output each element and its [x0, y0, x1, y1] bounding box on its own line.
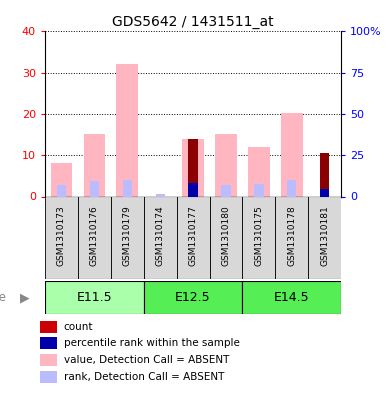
Text: E11.5: E11.5: [76, 291, 112, 304]
Bar: [243, 196, 275, 279]
Text: age: age: [0, 291, 6, 304]
Bar: [156, 194, 165, 196]
Bar: [40, 337, 57, 349]
Bar: [275, 196, 308, 279]
Text: rank, Detection Call = ABSENT: rank, Detection Call = ABSENT: [64, 372, 224, 382]
Text: GSM1310173: GSM1310173: [57, 206, 66, 266]
Text: ▶: ▶: [20, 291, 29, 304]
Bar: [90, 181, 99, 196]
Text: GSM1310181: GSM1310181: [320, 206, 329, 266]
Bar: [144, 281, 243, 314]
Text: GSM1310175: GSM1310175: [254, 206, 263, 266]
Bar: [222, 185, 230, 196]
Bar: [243, 281, 341, 314]
Bar: [83, 134, 105, 196]
Text: value, Detection Call = ABSENT: value, Detection Call = ABSENT: [64, 355, 229, 365]
Bar: [45, 196, 78, 279]
Bar: [215, 134, 237, 196]
Bar: [281, 113, 303, 196]
Bar: [188, 139, 198, 196]
Text: GSM1310177: GSM1310177: [188, 206, 198, 266]
Text: E14.5: E14.5: [274, 291, 310, 304]
Bar: [40, 354, 57, 366]
Text: GSM1310176: GSM1310176: [90, 206, 99, 266]
Bar: [144, 196, 177, 279]
Bar: [117, 64, 138, 196]
Bar: [122, 180, 132, 196]
Bar: [287, 180, 296, 196]
Text: E12.5: E12.5: [175, 291, 211, 304]
Bar: [40, 321, 57, 333]
Bar: [57, 185, 66, 196]
Text: GSM1310174: GSM1310174: [156, 206, 165, 266]
Text: percentile rank within the sample: percentile rank within the sample: [64, 338, 239, 348]
Bar: [177, 196, 209, 279]
Bar: [40, 371, 57, 383]
Bar: [78, 196, 111, 279]
Title: GDS5642 / 1431511_at: GDS5642 / 1431511_at: [112, 15, 274, 29]
Text: GSM1310180: GSM1310180: [222, 206, 230, 266]
Bar: [320, 189, 330, 196]
Bar: [308, 196, 341, 279]
Bar: [188, 183, 198, 196]
Text: GSM1310178: GSM1310178: [287, 206, 296, 266]
Bar: [248, 147, 269, 196]
Bar: [320, 153, 330, 196]
Text: GSM1310179: GSM1310179: [123, 206, 132, 266]
Bar: [51, 163, 72, 196]
Bar: [111, 196, 144, 279]
Bar: [45, 281, 144, 314]
Bar: [183, 139, 204, 196]
Bar: [254, 184, 264, 196]
Text: count: count: [64, 322, 93, 332]
Bar: [209, 196, 243, 279]
